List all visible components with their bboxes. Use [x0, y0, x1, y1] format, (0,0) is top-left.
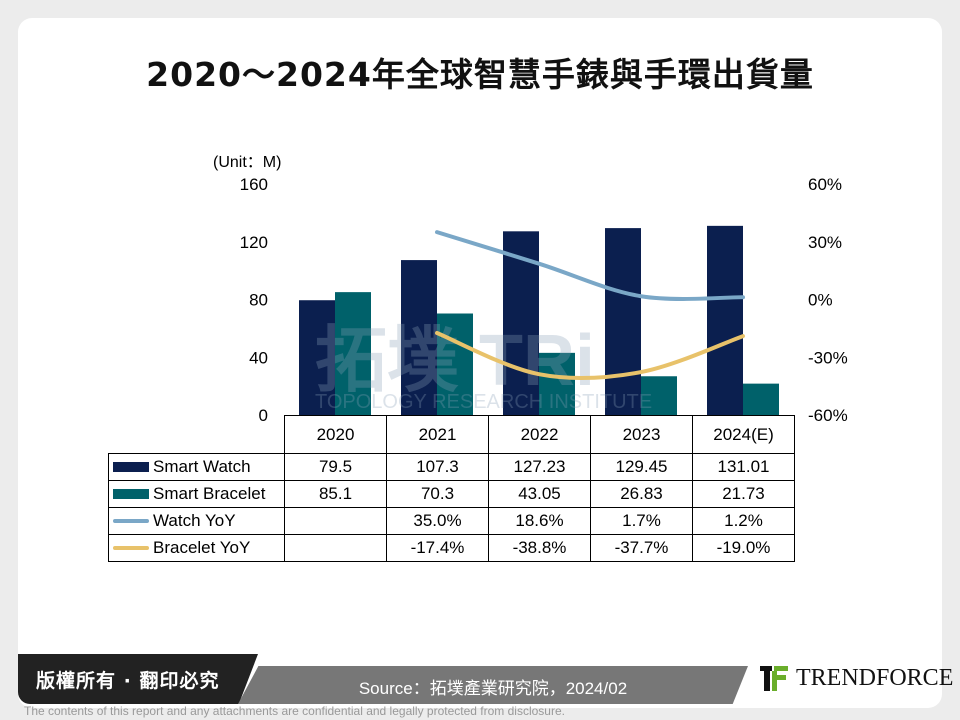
source-banner: Source：拓墣產業研究院，2024/02: [238, 666, 748, 704]
right-tick-label: 0%: [808, 291, 833, 310]
table-cell: 43.05: [488, 480, 591, 508]
table-cell: -37.7%: [590, 534, 693, 562]
category-header: 2024(E): [692, 415, 795, 454]
table-cell: -38.8%: [488, 534, 591, 562]
table-cell: 70.3: [386, 480, 489, 508]
table-cell: 85.1: [284, 480, 387, 508]
bar-smart-bracelet: [335, 292, 371, 415]
table-cell: 1.7%: [590, 507, 693, 535]
left-tick-label: 80: [249, 291, 268, 310]
legend-label: Watch YoY: [153, 511, 236, 530]
legend-swatch-icon: [113, 462, 149, 472]
slide-card: [18, 18, 942, 708]
legend-label: Smart Watch: [153, 457, 251, 476]
source-text: Source：拓墣產業研究院，2024/02: [358, 679, 628, 698]
right-tick-label: 30%: [808, 233, 842, 252]
right-tick-label: -30%: [808, 348, 848, 367]
bar-smart-watch: [707, 225, 743, 415]
left-tick-label: 0: [259, 406, 268, 425]
table-cell: -19.0%: [692, 534, 795, 562]
table-cell: [284, 534, 387, 562]
copyright-text: 版權所有 · 翻印必究: [36, 670, 220, 692]
bar-smart-bracelet: [641, 376, 677, 415]
right-tick-label: -60%: [808, 406, 848, 425]
table-cell: 18.6%: [488, 507, 591, 535]
disclaimer: The contents of this report and any atta…: [24, 704, 565, 718]
legend-label: Bracelet YoY: [153, 538, 251, 557]
bar-smart-bracelet: [743, 383, 779, 415]
chart: (Unit：M) 0 40 80 120 160 -60% -30% 0% 30% 60% 拓墣 TR…: [213, 154, 848, 425]
table-cell: [284, 507, 387, 535]
bar-smart-bracelet: [437, 313, 473, 415]
legend-cell: Smart Watch: [108, 453, 285, 481]
table-cell: 131.01: [692, 453, 795, 481]
bar-smart-watch: [401, 260, 437, 415]
table-cell: -17.4%: [386, 534, 489, 562]
bar-smart-bracelet: [539, 352, 575, 415]
left-tick-label: 160: [240, 175, 268, 194]
left-tick-label: 120: [240, 233, 268, 252]
legend-cell: Bracelet YoY: [108, 534, 285, 562]
table-cell: 21.73: [692, 480, 795, 508]
table-cell: 107.3: [386, 453, 489, 481]
table-cell: 1.2%: [692, 507, 795, 535]
legend-line-icon: [113, 519, 149, 523]
category-header: 2021: [386, 415, 489, 454]
table-cell: 26.83: [590, 480, 693, 508]
copyright-banner: 版權所有 · 翻印必究: [18, 654, 258, 704]
trendforce-logo: TRENDFORCE: [760, 664, 953, 692]
legend-cell: Watch YoY: [108, 507, 285, 535]
legend-line-icon: [113, 546, 149, 550]
line-bracelet-yoy: [435, 330, 745, 381]
bar-smart-watch: [299, 300, 335, 415]
trendforce-logo-icon: [760, 666, 788, 691]
line-watch-yoy: [435, 230, 745, 301]
right-tick-label: 60%: [808, 175, 842, 194]
category-header: 2023: [590, 415, 693, 454]
legend-cell: Smart Bracelet: [108, 480, 285, 508]
unit-label: (Unit：M): [213, 154, 281, 171]
table-cell: 79.5: [284, 453, 387, 481]
table-cell: 35.0%: [386, 507, 489, 535]
left-tick-label: 40: [249, 348, 268, 367]
table-cell: 127.23: [488, 453, 591, 481]
bar-smart-watch: [605, 228, 641, 415]
svg-text:TOPOLOGY RESEARCH INSTITUTE: TOPOLOGY RESEARCH INSTITUTE: [315, 391, 652, 413]
category-header: 2022: [488, 415, 591, 454]
table-cell: 129.45: [590, 453, 693, 481]
trendforce-brand: TRENDFORCE: [796, 664, 954, 691]
legend-swatch-icon: [113, 489, 149, 499]
legend-label: Smart Bracelet: [153, 484, 266, 503]
category-header: 2020: [284, 415, 387, 454]
chart-title: 2020～2024年全球智慧手錶與手環出貨量: [146, 55, 814, 94]
svg-text:拓墣 TRi: 拓墣 TRi: [315, 321, 595, 401]
